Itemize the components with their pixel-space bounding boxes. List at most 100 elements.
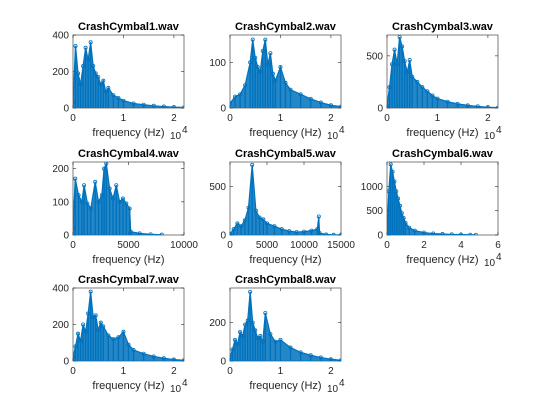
- data-point: [148, 232, 153, 235]
- x-tick-label: 0: [384, 113, 390, 124]
- data-point: [85, 201, 90, 206]
- data-point: [121, 98, 126, 103]
- data-point: [131, 348, 136, 353]
- subplot-8: CrashCymbal8.wav 0 1 2 0 200 frequency (Hz) 104: [209, 274, 345, 395]
- data-point: [182, 105, 184, 108]
- data-point: [81, 322, 86, 327]
- data-point: [253, 208, 258, 213]
- data-point: [407, 225, 412, 230]
- data-point: [242, 218, 247, 223]
- data-point: [465, 103, 470, 108]
- x-axis-label: frequency (Hz): [92, 127, 164, 139]
- data-point: [238, 330, 243, 335]
- series-group: [230, 162, 341, 235]
- x-exponent-base: 10: [484, 131, 496, 142]
- data-point: [120, 196, 125, 201]
- data-point: [93, 313, 98, 318]
- data-point: [421, 230, 426, 235]
- data-point: [261, 217, 266, 222]
- data-point: [258, 69, 263, 74]
- data-point: [171, 357, 176, 361]
- x-tick-label: 2: [328, 366, 334, 377]
- data-point: [401, 215, 406, 220]
- data-point: [415, 79, 420, 84]
- data-point: [96, 199, 101, 204]
- data-point: [308, 353, 313, 358]
- y-tick-label: 200: [52, 164, 69, 175]
- data-point: [235, 221, 240, 226]
- data-point: [412, 228, 417, 233]
- data-point: [182, 358, 184, 361]
- data-point: [445, 99, 450, 104]
- subplot-title: CrashCymbal6.wav: [392, 148, 494, 160]
- y-tick-label: 0: [63, 357, 69, 368]
- data-point: [233, 94, 238, 99]
- data-point: [400, 44, 405, 49]
- data-point: [86, 311, 91, 316]
- y-tick-label: 500: [209, 182, 226, 193]
- data-point: [101, 78, 106, 83]
- subplot-5: CrashCymbal5.wav 0 5000 10000 15000 0 500 frequ…: [209, 148, 355, 266]
- subplot-title: CrashCymbal7.wav: [78, 274, 180, 286]
- data-point: [318, 100, 323, 105]
- data-point: [106, 333, 111, 338]
- data-point: [235, 341, 240, 346]
- data-point: [233, 337, 238, 342]
- data-point: [91, 315, 96, 320]
- data-point: [243, 83, 248, 88]
- data-point: [98, 82, 103, 87]
- x-tick-label: 2: [421, 240, 427, 251]
- data-point: [121, 329, 126, 334]
- spectrum-line: [387, 36, 498, 108]
- subplot-title: CrashCymbal3.wav: [392, 21, 494, 33]
- data-point: [328, 103, 333, 108]
- subplot-7: CrashCymbal7.wav 0 1 2 0 200 400 frequency (Hz)…: [52, 274, 188, 395]
- x-tick-label: 1: [121, 366, 127, 377]
- x-tick-label: 0: [227, 240, 233, 251]
- data-point: [78, 82, 83, 87]
- data-point: [263, 310, 268, 315]
- data-point: [96, 74, 101, 79]
- data-point: [298, 92, 303, 97]
- data-point: [496, 105, 498, 108]
- y-tick-label: 0: [63, 104, 69, 115]
- data-point: [394, 189, 399, 194]
- data-point: [397, 203, 402, 208]
- data-point: [283, 80, 288, 85]
- series-group: [387, 35, 498, 108]
- x-tick-label: 0: [70, 113, 76, 124]
- data-point: [159, 232, 164, 235]
- data-point: [111, 337, 116, 342]
- data-point: [111, 93, 116, 98]
- y-tick-label: 400: [52, 284, 69, 295]
- y-tick-label: 0: [220, 357, 226, 368]
- x-exponent-base: 10: [327, 131, 339, 142]
- x-axis-label: frequency (Hz): [249, 254, 321, 266]
- data-point: [455, 101, 460, 106]
- x-exponent-power: 4: [182, 378, 188, 389]
- data-point: [324, 232, 329, 235]
- data-point: [230, 355, 232, 360]
- data-point: [265, 62, 270, 67]
- data-point: [317, 231, 322, 235]
- data-point: [316, 214, 321, 219]
- data-point: [137, 231, 142, 235]
- subplot-title: CrashCymbal8.wav: [235, 274, 337, 286]
- data-point: [110, 196, 115, 201]
- subplot-title: CrashCymbal5.wav: [235, 148, 337, 160]
- data-point: [399, 211, 404, 216]
- x-tick-label: 5000: [256, 240, 279, 251]
- data-point: [473, 232, 478, 235]
- data-point: [301, 229, 306, 234]
- x-tick-label: 1: [278, 113, 284, 124]
- data-point: [440, 232, 445, 235]
- data-point: [91, 64, 96, 69]
- x-exponent-base: 10: [484, 258, 496, 269]
- data-point: [73, 43, 78, 48]
- x-exponent-power: 4: [496, 125, 502, 136]
- data-point: [88, 289, 93, 294]
- data-point: [83, 45, 88, 50]
- data-point: [141, 102, 146, 107]
- data-point: [98, 320, 103, 325]
- x-tick-label: 10000: [290, 240, 318, 251]
